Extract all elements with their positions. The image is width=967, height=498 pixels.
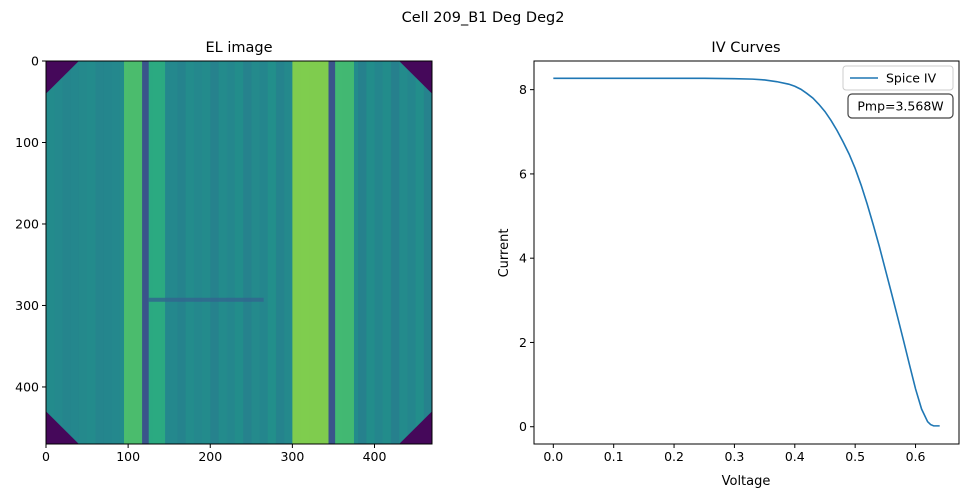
el-texture-strip [62,61,72,444]
el-texture-strip [177,61,187,444]
el-bright-band [148,61,166,444]
el-x-tick-label: 100 [116,449,140,464]
el-image-panel: EL image 0 100 200 300 400 0 100 200 300 400 [15,40,433,464]
el-texture-strip [160,61,170,444]
el-x-tick-label: 200 [198,449,222,464]
el-texture-strip [267,61,277,444]
el-corner-bottom-right [399,411,432,444]
el-image-x-ticks: 0 100 200 300 400 [42,444,386,464]
el-x-tick-label: 0 [42,449,50,464]
el-texture-strip [169,61,178,444]
el-texture-strip [95,61,104,444]
el-texture-strip [111,61,121,444]
legend-label-spice-iv: Spice IV [886,71,937,86]
iv-series-line-spice-iv [553,77,940,427]
figure-suptitle: Cell 209_B1 Deg Deg2 [402,10,565,26]
el-texture-strip [374,61,384,444]
el-texture-strip [54,61,63,444]
iv-legend: Spice IV [842,65,954,91]
el-busbar [142,61,149,444]
el-bright-band [292,61,329,444]
el-corner-top-right [399,61,432,94]
el-y-tick-label: 300 [15,298,39,313]
pmp-annotation-text: Pmp=3.568W [857,99,943,114]
el-texture-strip [415,61,425,444]
iv-x-tick-label: 0.3 [724,449,744,464]
iv-y-tick-label: 4 [519,251,527,266]
el-texture-strip [210,61,219,444]
el-texture-strip [202,61,211,444]
el-texture-strip [78,61,88,444]
pmp-annotation: Pmp=3.568W [847,93,954,119]
el-texture-strip [399,61,408,444]
iv-x-tick-label: 0.4 [785,449,805,464]
el-x-tick-label: 400 [363,449,387,464]
el-texture-strip [243,61,252,444]
iv-x-tick-label: 0.6 [906,449,926,464]
el-x-tick-label: 300 [280,449,304,464]
el-texture-strip [259,61,269,444]
el-texture-strip [46,61,55,444]
el-texture-strip [251,61,261,444]
el-corner-bottom-left [46,411,79,444]
el-texture-strip [382,61,392,444]
iv-x-label: Voltage [722,474,771,489]
el-texture-strip [284,61,293,444]
el-texture-strip [366,61,376,444]
el-crack-line [148,297,264,302]
iv-x-tick-label: 0.2 [664,449,684,464]
el-texture-strip [103,61,113,444]
el-texture-strip [275,61,285,444]
legend-box [842,65,954,91]
pmp-annotation-box [847,93,954,119]
el-texture-strip [70,61,80,444]
el-texture-strip [193,61,203,444]
el-texture-strip [407,61,417,444]
el-image-heatmap [46,61,433,444]
el-texture-strip [87,61,96,444]
iv-y-ticks: 0 2 4 6 8 [519,82,534,434]
el-texture-strip [218,61,228,444]
iv-y-tick-label: 0 [519,419,527,434]
iv-x-tick-label: 0.0 [543,449,563,464]
iv-y-tick-label: 8 [519,82,527,97]
el-y-tick-label: 100 [15,135,39,150]
iv-y-tick-label: 2 [519,335,527,350]
el-corner-top-left [46,61,79,94]
iv-y-label: Current [497,229,512,278]
el-bright-band [124,61,143,444]
el-texture-strip [349,61,359,444]
el-y-tick-label: 400 [15,379,39,394]
iv-x-ticks: 0.0 0.1 0.2 0.3 0.4 0.5 0.6 [543,444,926,464]
iv-plot-frame [533,60,960,445]
el-busbar [328,61,336,444]
el-image-y-ticks: 0 100 200 300 400 [15,54,46,394]
el-texture-strip [423,61,433,444]
el-texture-strip [234,61,244,444]
el-texture-strip [226,61,236,444]
el-image-frame [45,60,433,445]
iv-x-tick-label: 0.1 [604,449,624,464]
iv-x-tick-label: 0.5 [845,449,865,464]
el-y-tick-label: 0 [31,54,39,69]
el-image-title: EL image [205,40,272,56]
iv-curves-panel: IV Curves 0.0 0.1 0.2 0.3 0.4 0.5 0.6 0 2 4 6 8 Vo… [497,40,960,489]
iv-title: IV Curves [711,40,780,56]
el-texture-strip [390,61,400,444]
el-y-tick-label: 200 [15,216,39,231]
iv-y-tick-label: 6 [519,166,527,181]
el-bright-band [335,61,354,444]
el-texture-strip [185,61,195,444]
el-texture-strip [358,61,367,444]
